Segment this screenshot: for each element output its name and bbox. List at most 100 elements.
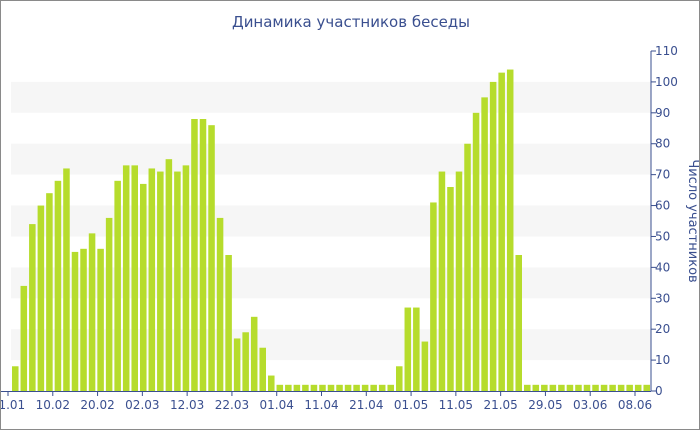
- bar: [617, 384, 625, 391]
- bar: [199, 119, 207, 391]
- bar: [71, 251, 79, 391]
- bar: [515, 255, 522, 391]
- bar: [208, 125, 215, 391]
- bar: [353, 384, 360, 391]
- bar: [114, 180, 121, 391]
- y-tick-label: 70: [655, 168, 670, 182]
- bar: [37, 205, 45, 391]
- bar: [532, 384, 540, 391]
- bar: [634, 384, 642, 391]
- bar: [378, 384, 386, 391]
- x-tick-label: 11.04: [304, 398, 338, 412]
- bar: [609, 384, 616, 391]
- bar: [566, 384, 574, 391]
- bar: [191, 119, 198, 391]
- bar: [225, 255, 232, 391]
- bar: [12, 366, 19, 391]
- bar: [63, 168, 70, 391]
- bar: [319, 384, 326, 391]
- grid-band: [11, 81, 651, 113]
- x-tick-label: 21.05: [483, 398, 517, 412]
- x-tick-label: 21.04: [349, 398, 383, 412]
- bar: [233, 338, 241, 391]
- bar: [259, 347, 266, 391]
- bar: [88, 233, 96, 391]
- x-tick-label: 02.03: [125, 398, 159, 412]
- bar: [293, 384, 301, 391]
- x-tick-label: 08.06: [618, 398, 652, 412]
- x-tick-label: 11.05: [439, 398, 473, 412]
- x-tick-label: 12.03: [170, 398, 204, 412]
- bar: [583, 384, 591, 391]
- bar: [404, 307, 412, 391]
- chart-title: Динамика участников беседы: [231, 13, 471, 31]
- bar: [122, 165, 130, 391]
- bar: [506, 69, 514, 391]
- bar: [54, 180, 62, 391]
- y-axis-label: Число участников: [685, 159, 700, 282]
- bar: [344, 384, 352, 391]
- bar: [336, 384, 343, 391]
- bar: [131, 165, 138, 391]
- bar: [472, 112, 480, 392]
- bar: [575, 384, 582, 391]
- bar: [140, 183, 147, 391]
- x-tick-label: 10.02: [36, 398, 70, 412]
- y-tick-label: 40: [655, 260, 670, 274]
- bar: [430, 202, 437, 391]
- bar: [438, 171, 446, 391]
- bar: [421, 341, 429, 391]
- bar: [396, 366, 403, 391]
- bar: [592, 384, 599, 391]
- y-tick-label: 20: [655, 322, 670, 336]
- bar: [489, 81, 497, 391]
- x-tick-label: 31.01: [1, 398, 25, 412]
- x-tick-label: 03.06: [573, 398, 607, 412]
- y-tick-label: 60: [655, 199, 670, 213]
- bar: [361, 384, 369, 391]
- bar: [370, 384, 377, 391]
- bar: [276, 384, 284, 391]
- bar: [29, 224, 36, 391]
- x-tick-label: 01.05: [394, 398, 428, 412]
- y-tick-label: 100: [655, 75, 678, 89]
- x-tick-label: 01.04: [260, 398, 294, 412]
- x-tick-label: 22.03: [215, 398, 249, 412]
- grid-band: [11, 143, 651, 175]
- bar: [285, 384, 292, 391]
- bar: [302, 384, 309, 391]
- bar: [216, 217, 224, 391]
- bar: [310, 384, 318, 391]
- bar: [481, 97, 488, 391]
- bar: [387, 384, 394, 391]
- bar: [549, 384, 557, 391]
- x-tick-label: 29.05: [528, 398, 562, 412]
- bar: [105, 217, 113, 391]
- bar: [600, 384, 608, 391]
- x-tick-label: 20.02: [80, 398, 114, 412]
- bar: [626, 384, 633, 391]
- bar: [242, 332, 249, 391]
- y-tick-label: 10: [655, 353, 670, 367]
- bar: [97, 248, 104, 391]
- bar: [182, 165, 190, 391]
- bar: [413, 307, 420, 391]
- bar: [524, 384, 531, 391]
- y-tick-label: 50: [655, 229, 670, 243]
- y-tick-label: 80: [655, 137, 670, 151]
- y-tick-label: 110: [655, 44, 678, 58]
- bar: [464, 143, 471, 391]
- bar: [541, 384, 548, 391]
- bar: [268, 375, 275, 391]
- bar: [250, 316, 258, 391]
- bar: [157, 171, 164, 391]
- bar: [80, 248, 87, 391]
- bar: [174, 171, 181, 391]
- bar: [643, 384, 650, 391]
- bar: [498, 72, 505, 392]
- bar: [165, 159, 173, 391]
- bar: [558, 384, 565, 391]
- y-tick-label: 30: [655, 291, 670, 305]
